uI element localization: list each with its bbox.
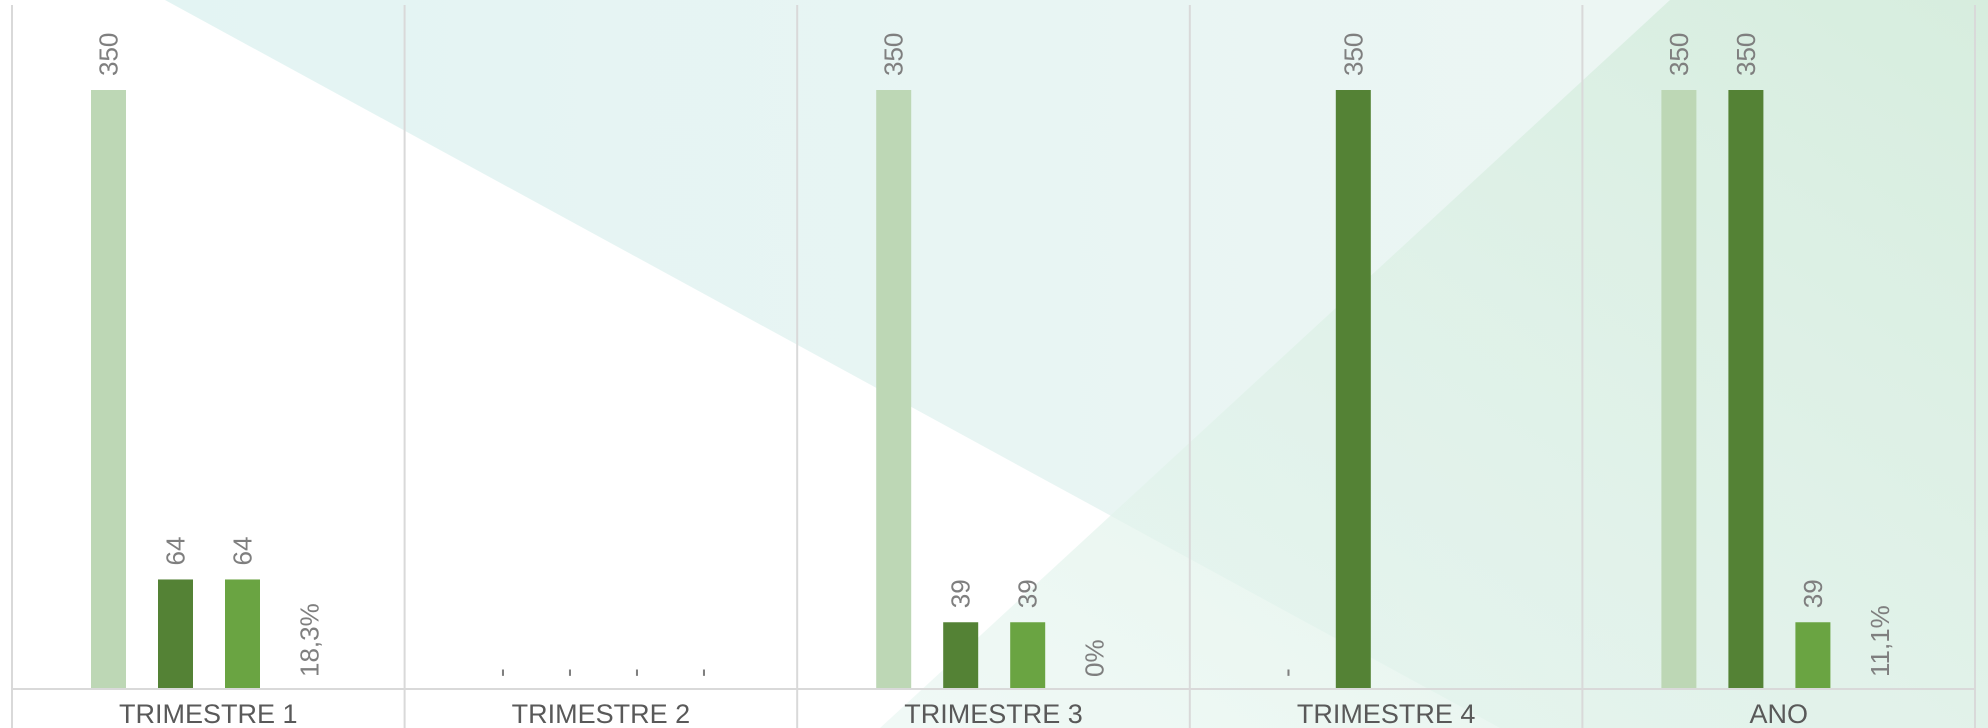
bar [1010, 622, 1046, 689]
x-tick-label: ANO [1749, 699, 1808, 728]
data-label: 350 [1731, 33, 1761, 76]
data-label: 350 [94, 33, 124, 76]
x-tick-label: TRIMESTRE 2 [512, 699, 691, 728]
data-label: 39 [1013, 579, 1043, 608]
data-label: 350 [1338, 33, 1368, 76]
x-tick-labels: TRIMESTRE 1 TRIMESTRE 2 TRIMESTRE 3 TRIMEST… [119, 699, 1808, 728]
bar [1335, 90, 1371, 689]
x-tick-label: TRIMESTRE 4 [1297, 699, 1476, 728]
x-tick-label: TRIMESTRE 1 [119, 699, 298, 728]
data-label: 64 [161, 537, 191, 566]
bar [1728, 90, 1764, 689]
bar [876, 90, 912, 689]
data-label: 39 [1798, 579, 1828, 608]
bg-triangle-right [880, 0, 1988, 728]
x-tick-label: TRIMESTRE 3 [904, 699, 1083, 728]
bar [1795, 622, 1831, 689]
bar [91, 90, 126, 689]
bars [91, 90, 1831, 689]
data-label: 39 [946, 579, 976, 608]
data-label: 18,3% [295, 603, 325, 677]
data-labels: 350 64 64 18,3% - - - - 350 39 39 0% - 350 350 350 39 11,… [94, 33, 1895, 677]
data-label: 64 [228, 537, 258, 566]
category-dividers [11, 5, 1976, 728]
bar [1661, 90, 1697, 689]
data-label: 350 [879, 33, 909, 76]
data-label: 11,1% [1865, 605, 1895, 677]
bar [943, 622, 979, 689]
data-label: - [620, 668, 650, 677]
bar [158, 579, 193, 689]
data-label: 0% [1080, 639, 1110, 677]
data-label: - [486, 668, 516, 677]
data-label: - [687, 668, 717, 677]
bar [225, 579, 260, 689]
data-label: - [553, 668, 583, 677]
data-label: - [1271, 668, 1301, 677]
data-label: 350 [1664, 33, 1694, 76]
